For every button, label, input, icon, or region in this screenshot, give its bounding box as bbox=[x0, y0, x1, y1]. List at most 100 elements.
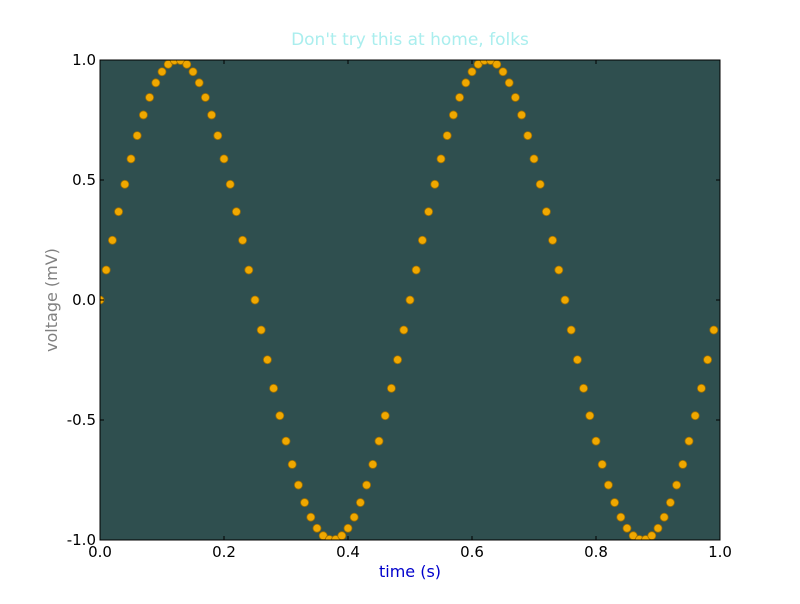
data-point bbox=[114, 207, 123, 217]
y-axis-label: voltage (mV) bbox=[42, 248, 61, 352]
x-tick-label: 0.2 bbox=[212, 543, 236, 561]
x-tick-label: 0.0 bbox=[88, 543, 112, 561]
data-point bbox=[697, 383, 706, 393]
x-axis-label: time (s) bbox=[379, 562, 441, 581]
data-point bbox=[225, 179, 235, 189]
data-point bbox=[504, 78, 514, 88]
data-point bbox=[337, 531, 347, 540]
data-point bbox=[213, 131, 223, 141]
data-point bbox=[579, 383, 588, 393]
data-point bbox=[535, 179, 545, 189]
data-markers bbox=[100, 60, 719, 540]
data-point bbox=[374, 436, 384, 446]
data-point bbox=[157, 67, 167, 77]
data-point bbox=[207, 110, 217, 120]
data-point bbox=[362, 480, 372, 490]
data-point bbox=[616, 512, 626, 522]
data-point bbox=[368, 459, 378, 469]
data-point bbox=[436, 154, 446, 164]
data-point bbox=[281, 436, 291, 446]
data-point bbox=[591, 436, 601, 446]
data-point bbox=[256, 325, 266, 335]
data-point bbox=[566, 325, 576, 335]
data-point bbox=[188, 67, 198, 77]
data-point bbox=[684, 436, 694, 446]
data-point bbox=[659, 512, 669, 522]
data-point bbox=[430, 179, 440, 189]
data-point bbox=[108, 235, 117, 245]
data-point bbox=[287, 459, 297, 469]
data-point bbox=[194, 78, 204, 88]
data-point bbox=[461, 78, 471, 88]
data-point bbox=[145, 93, 155, 102]
data-point bbox=[647, 531, 657, 540]
data-point bbox=[343, 523, 353, 533]
data-point bbox=[399, 325, 409, 335]
data-point bbox=[132, 131, 142, 141]
y-tick-label: 0.0 bbox=[72, 291, 96, 309]
data-point bbox=[523, 131, 533, 141]
y-tick-label: -1.0 bbox=[67, 531, 96, 549]
data-point bbox=[554, 265, 564, 275]
data-point bbox=[244, 265, 254, 275]
data-point bbox=[126, 154, 136, 164]
data-point bbox=[560, 295, 570, 305]
data-point bbox=[386, 383, 396, 393]
data-point bbox=[597, 459, 607, 469]
data-point bbox=[293, 480, 303, 490]
data-point bbox=[349, 512, 359, 522]
data-point bbox=[219, 154, 229, 164]
data-point bbox=[355, 498, 365, 507]
data-point bbox=[393, 355, 403, 365]
y-tick-label: 1.0 bbox=[72, 51, 96, 69]
data-point bbox=[542, 207, 551, 217]
data-point bbox=[101, 265, 111, 275]
chart-title: Don't try this at home, folks bbox=[291, 30, 529, 50]
data-point bbox=[690, 411, 700, 421]
data-point bbox=[300, 498, 310, 507]
data-point bbox=[709, 325, 719, 335]
data-point bbox=[306, 512, 316, 522]
data-point bbox=[448, 110, 458, 120]
data-point bbox=[672, 480, 681, 490]
x-tick-label: 0.8 bbox=[584, 543, 608, 561]
data-point bbox=[442, 131, 452, 141]
data-point bbox=[498, 67, 508, 77]
y-tick-label: 0.5 bbox=[72, 171, 96, 189]
tick-labels: 0.0 0.2 0.4 0.6 0.8 1.0 1.0 0.5 0.0 -0.5 -1.0 bbox=[67, 51, 732, 561]
data-point bbox=[511, 93, 520, 102]
plot-frame bbox=[99, 59, 721, 541]
data-point bbox=[250, 295, 260, 305]
x-tick-label: 0.6 bbox=[460, 543, 484, 561]
data-point bbox=[529, 154, 539, 164]
data-point bbox=[411, 265, 421, 275]
data-point bbox=[492, 60, 502, 69]
x-tick-label: 0.4 bbox=[336, 543, 360, 561]
data-point bbox=[610, 498, 619, 507]
data-point bbox=[120, 179, 130, 189]
data-point bbox=[182, 60, 192, 69]
data-point bbox=[380, 411, 390, 421]
data-point bbox=[678, 459, 688, 469]
data-point bbox=[467, 67, 477, 77]
data-point bbox=[585, 411, 595, 421]
data-point bbox=[517, 110, 526, 120]
data-point bbox=[703, 355, 712, 365]
data-point bbox=[275, 411, 285, 421]
data-point bbox=[424, 207, 434, 217]
data-point bbox=[269, 383, 279, 393]
data-point bbox=[405, 295, 415, 305]
data-point bbox=[417, 235, 427, 245]
data-point bbox=[231, 207, 241, 217]
data-point bbox=[138, 110, 148, 120]
data-point bbox=[262, 355, 272, 365]
data-point bbox=[604, 480, 613, 490]
data-point bbox=[238, 235, 248, 245]
data-point bbox=[622, 523, 632, 533]
data-point bbox=[200, 93, 210, 102]
data-point bbox=[653, 523, 663, 533]
data-point bbox=[548, 235, 557, 245]
data-point bbox=[666, 498, 675, 507]
